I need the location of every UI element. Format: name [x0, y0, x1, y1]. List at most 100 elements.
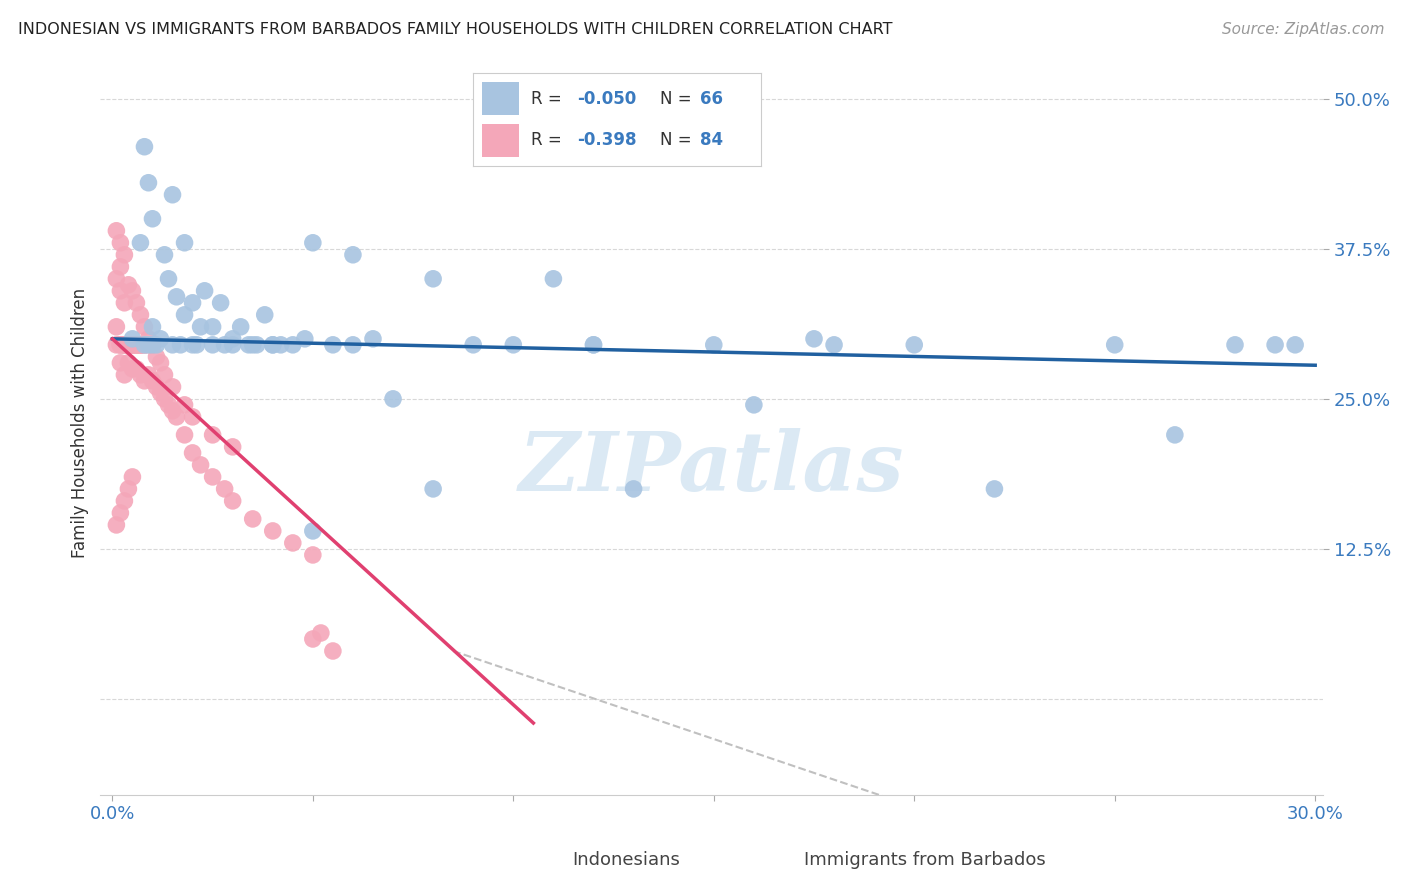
Point [422, 272, 444, 286]
Point [129, 338, 152, 352]
Point [129, 368, 152, 382]
Point [125, 338, 148, 352]
Point [117, 277, 139, 292]
Point [138, 338, 160, 352]
Point [173, 308, 195, 322]
Point [803, 332, 825, 346]
Point [153, 392, 176, 406]
Point [162, 338, 184, 352]
Point [145, 338, 167, 352]
Point [125, 338, 148, 352]
Point [121, 284, 143, 298]
Point [903, 338, 925, 352]
Point [742, 398, 765, 412]
Point [1104, 338, 1126, 352]
Text: INDONESIAN VS IMMIGRANTS FROM BARBADOS FAMILY HOUSEHOLDS WITH CHILDREN CORRELATI: INDONESIAN VS IMMIGRANTS FROM BARBADOS F… [18, 22, 893, 37]
Point [281, 338, 304, 352]
Point [105, 224, 128, 238]
Point [221, 332, 243, 346]
Point [582, 338, 605, 352]
Point [302, 524, 325, 538]
Point [112, 338, 135, 352]
Point [173, 398, 195, 412]
Point [153, 368, 176, 382]
Point [134, 319, 156, 334]
Point [121, 338, 143, 352]
Point [121, 470, 143, 484]
Point [194, 284, 217, 298]
Point [105, 517, 128, 532]
Point [149, 356, 172, 370]
Point [201, 470, 224, 484]
Point [105, 272, 128, 286]
Point [110, 284, 132, 298]
Point [121, 332, 143, 346]
Point [983, 482, 1005, 496]
Point [129, 308, 152, 322]
Point [302, 632, 325, 646]
Point [157, 398, 180, 412]
Point [117, 356, 139, 370]
Point [309, 626, 332, 640]
Point [382, 392, 405, 406]
Point [112, 368, 135, 382]
Point [149, 332, 172, 346]
Point [361, 332, 384, 346]
Point [162, 187, 184, 202]
Point [112, 338, 135, 352]
Point [117, 338, 139, 352]
Point [134, 139, 156, 153]
Point [166, 409, 188, 424]
Point [112, 295, 135, 310]
Point [181, 409, 204, 424]
Point [1164, 428, 1187, 442]
Point [221, 440, 243, 454]
Point [342, 338, 364, 352]
Point [242, 338, 264, 352]
Point [105, 319, 128, 334]
Point [117, 338, 139, 352]
Point [543, 272, 565, 286]
Point [294, 332, 316, 346]
Point [110, 356, 132, 370]
Text: ZIPatlas: ZIPatlas [519, 427, 904, 508]
Point [214, 482, 236, 496]
Point [209, 295, 232, 310]
Point [112, 494, 135, 508]
Point [125, 338, 148, 352]
Point [125, 295, 148, 310]
Point [117, 338, 139, 352]
Point [463, 338, 485, 352]
Point [112, 338, 135, 352]
Point [262, 338, 284, 352]
Point [112, 248, 135, 262]
Point [141, 319, 163, 334]
Point [138, 176, 160, 190]
Point [173, 235, 195, 250]
Point [221, 494, 243, 508]
Point [138, 368, 160, 382]
Point [117, 482, 139, 496]
Point [1284, 338, 1306, 352]
Point [157, 272, 180, 286]
Point [129, 338, 152, 352]
Point [302, 548, 325, 562]
Point [1223, 338, 1246, 352]
Point [110, 338, 132, 352]
Point [129, 338, 152, 352]
Point [134, 374, 156, 388]
Point [302, 235, 325, 250]
Point [112, 338, 135, 352]
Point [582, 338, 605, 352]
Point [229, 319, 252, 334]
Point [502, 338, 524, 352]
Point [162, 404, 184, 418]
Point [125, 338, 148, 352]
Point [262, 338, 284, 352]
Point [110, 260, 132, 274]
Point [138, 338, 160, 352]
Point [145, 380, 167, 394]
Point [190, 319, 212, 334]
Point [129, 338, 152, 352]
Point [253, 308, 276, 322]
